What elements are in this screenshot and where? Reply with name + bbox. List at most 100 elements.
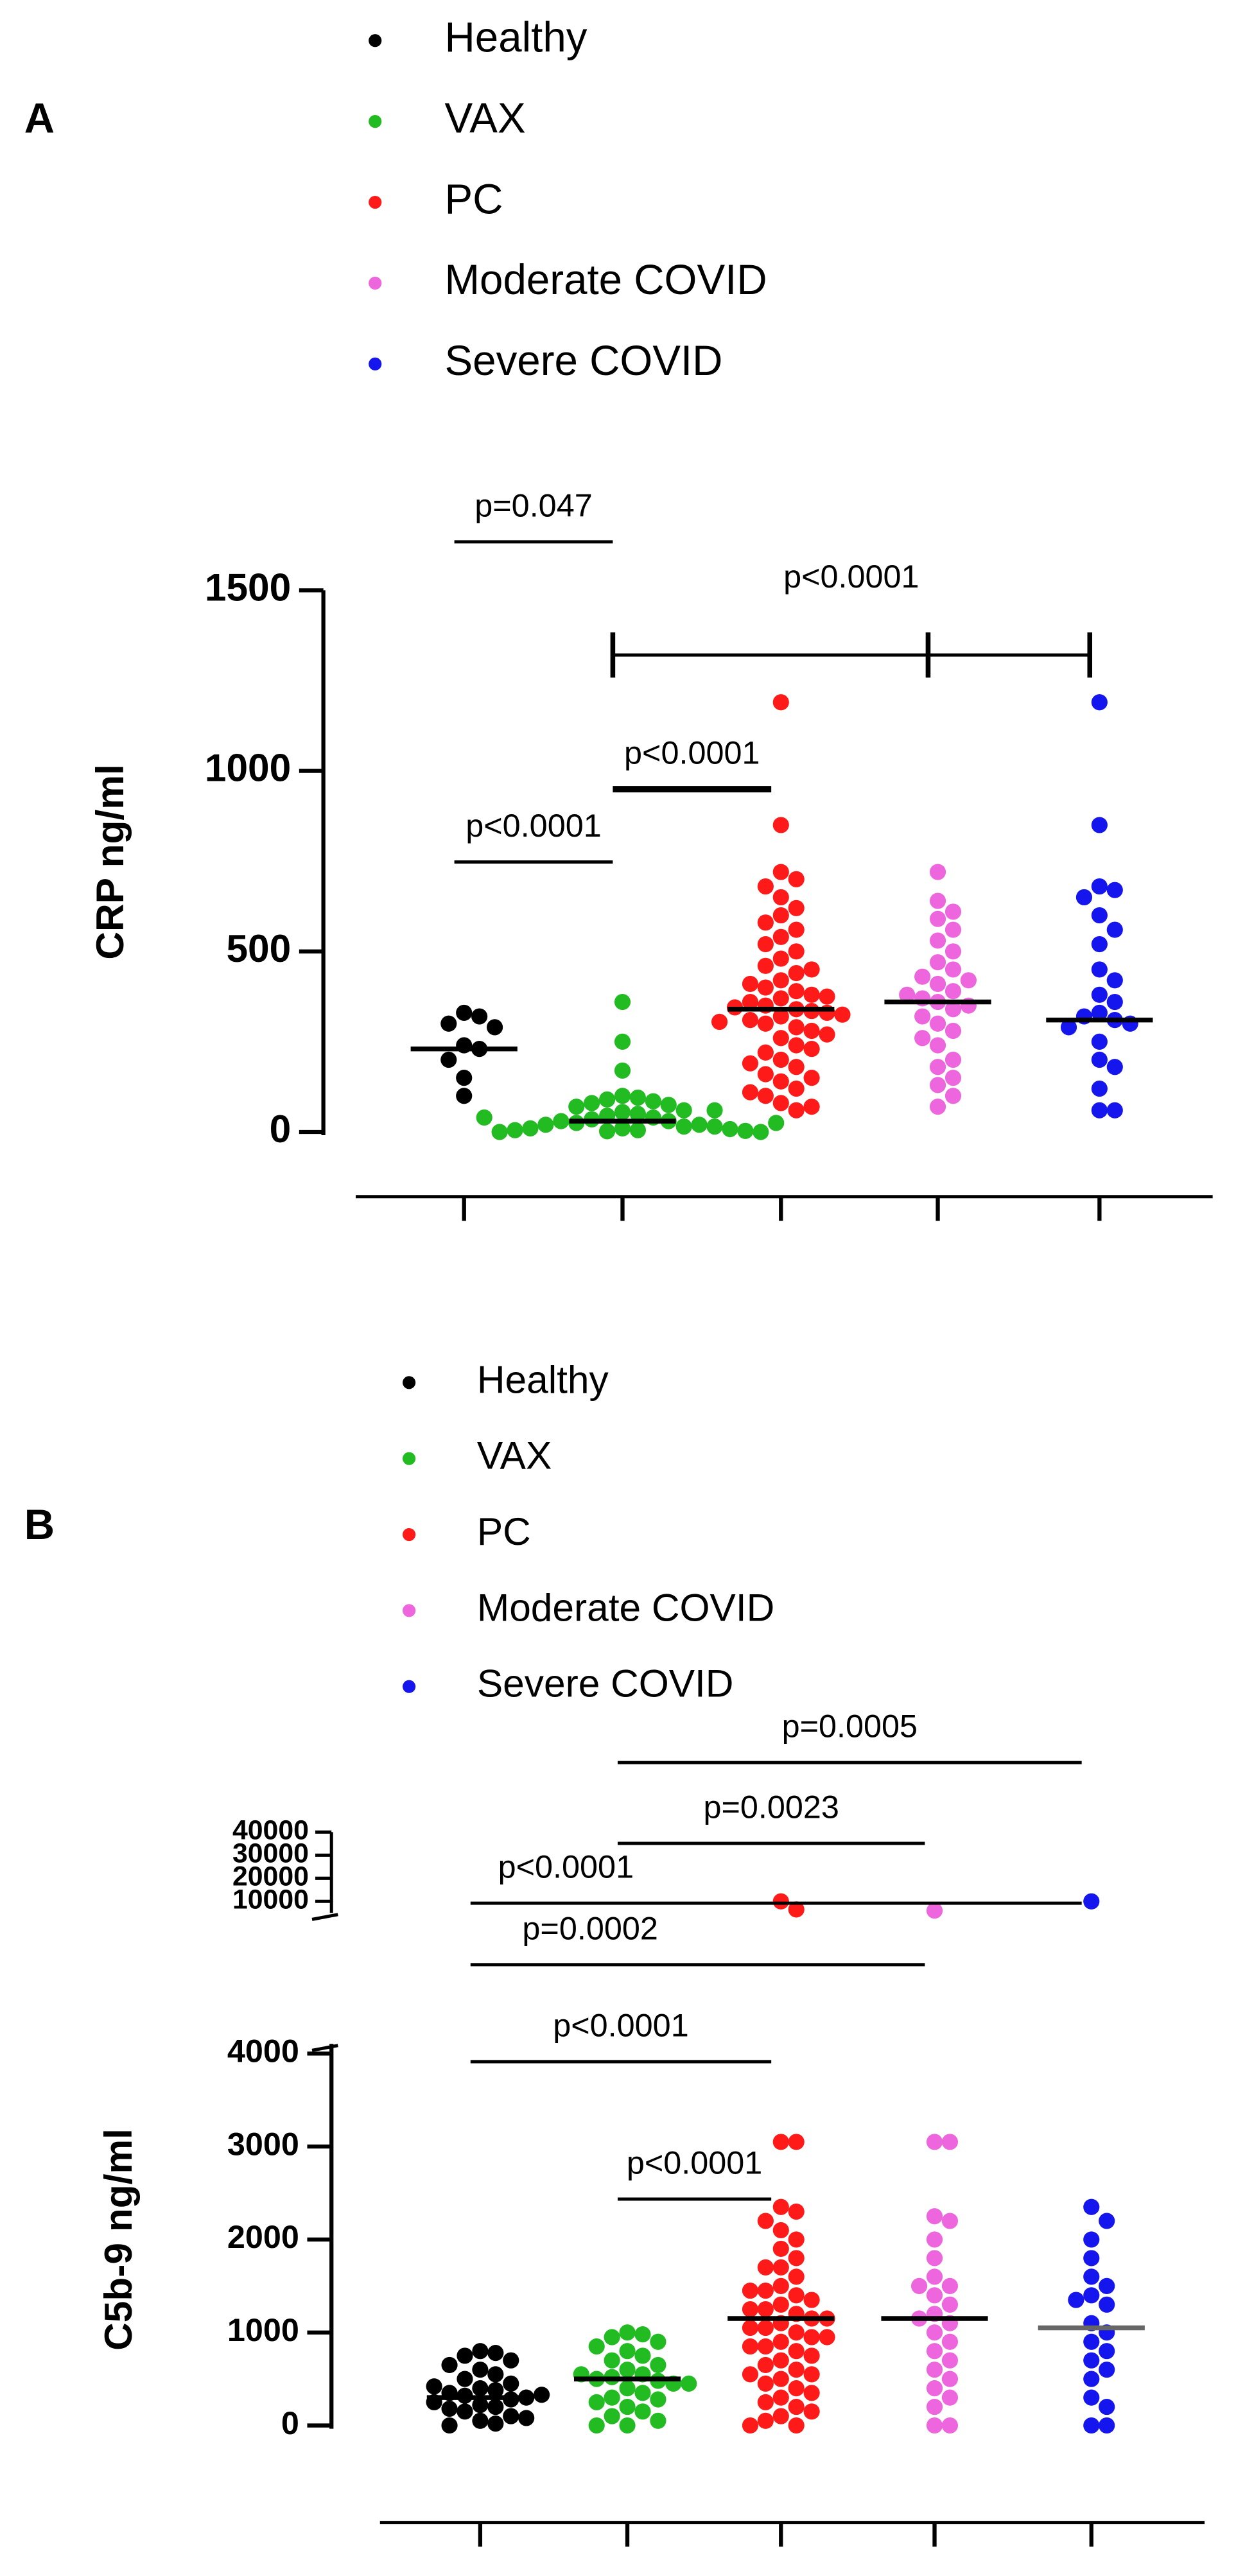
dot	[929, 1059, 946, 1075]
dot	[472, 2397, 489, 2414]
dot	[929, 1099, 946, 1115]
dot	[772, 950, 789, 967]
dot	[1106, 882, 1123, 898]
dot	[1099, 2277, 1115, 2294]
dot	[614, 1104, 631, 1120]
dot	[788, 2417, 805, 2434]
dot	[1091, 1080, 1108, 1097]
dot	[534, 2387, 550, 2403]
dot	[456, 1004, 473, 1021]
y-tick-label: 1000	[205, 746, 291, 790]
y-tick-label: 30000	[232, 1838, 309, 1869]
dot	[757, 2356, 774, 2374]
dot	[929, 1077, 946, 1093]
dot	[1083, 2333, 1100, 2350]
dot	[941, 2371, 959, 2387]
dot	[757, 1044, 774, 1061]
dot	[941, 2134, 959, 2150]
dot	[604, 2352, 620, 2369]
dot	[757, 957, 774, 974]
dot	[926, 2134, 943, 2150]
dot	[945, 921, 962, 938]
dot	[742, 2319, 759, 2337]
dot	[945, 903, 962, 920]
dot	[471, 1008, 488, 1025]
dot	[945, 1051, 962, 1068]
dot	[614, 1088, 631, 1104]
dot	[440, 1015, 457, 1032]
dot	[1091, 907, 1108, 924]
p-value: p<0.0001	[627, 2144, 762, 2180]
legend-label: Severe COVID	[445, 337, 723, 384]
dot	[619, 2343, 636, 2360]
dot	[742, 1084, 759, 1101]
dot	[476, 1109, 492, 1126]
dot	[503, 2352, 519, 2369]
dot	[691, 1117, 708, 1133]
dot	[457, 2403, 473, 2420]
dot	[742, 2282, 759, 2299]
dot	[1106, 993, 1123, 1011]
dot	[1083, 2389, 1100, 2406]
y-tick-label: 40000	[232, 1815, 309, 1846]
dot	[588, 2417, 605, 2434]
dot	[926, 2250, 943, 2267]
dot	[614, 993, 631, 1011]
dot	[757, 1088, 774, 1104]
dot	[598, 1091, 616, 1108]
dot	[441, 2417, 458, 2434]
p-value: p=0.0023	[703, 1788, 839, 1825]
dot	[604, 2329, 620, 2345]
dot	[486, 1019, 503, 1036]
dot	[1083, 2231, 1100, 2248]
y-axis-label: C5b-9 ng/ml	[96, 2128, 140, 2351]
dot	[788, 871, 805, 887]
dot	[1075, 889, 1093, 906]
dot	[945, 961, 962, 978]
dot	[650, 2356, 666, 2374]
dot	[1091, 961, 1108, 978]
legend-label: Healthy	[445, 14, 588, 61]
dot	[441, 2400, 458, 2417]
dot	[487, 2415, 504, 2432]
dot	[487, 2381, 504, 2399]
dot	[803, 2385, 820, 2401]
dot	[634, 2385, 651, 2401]
dot	[819, 2329, 835, 2345]
dot	[619, 2324, 636, 2341]
dot	[941, 2296, 959, 2313]
dot	[650, 2412, 666, 2429]
dot	[1091, 694, 1108, 711]
dot	[757, 936, 774, 953]
dot	[722, 1120, 738, 1138]
dot	[1083, 2198, 1100, 2215]
dot	[614, 1033, 631, 1050]
dot	[819, 988, 835, 1005]
dot	[914, 1008, 931, 1025]
dot	[803, 1022, 820, 1040]
dot	[742, 1012, 759, 1029]
y-tick-label: 3000	[227, 2125, 299, 2162]
dot	[1106, 1102, 1123, 1118]
dot	[522, 1120, 539, 1136]
dot	[803, 1041, 820, 1057]
dot	[1099, 2343, 1115, 2360]
p-value: p<0.0001	[553, 2006, 688, 2043]
dot	[491, 1124, 508, 1140]
p-value: p=0.0002	[522, 1910, 657, 1946]
dot	[803, 986, 820, 1003]
dot	[926, 2417, 943, 2434]
dot	[472, 2362, 489, 2378]
dot	[487, 2398, 504, 2415]
p-value: p=0.047	[474, 487, 592, 523]
legend-dot	[369, 195, 382, 209]
dot	[788, 1080, 805, 1097]
dot	[503, 2375, 519, 2392]
dot	[518, 2410, 535, 2426]
axis-break	[311, 2044, 338, 2052]
dot	[645, 1093, 661, 1110]
dot	[757, 2301, 774, 2318]
y-tick-label: 0	[270, 1107, 292, 1151]
dot	[788, 1102, 805, 1118]
dot	[803, 2403, 820, 2420]
